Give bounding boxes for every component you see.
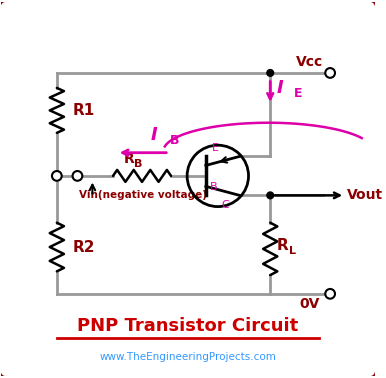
Circle shape [325,68,335,78]
FancyBboxPatch shape [0,0,378,378]
Text: I: I [151,127,157,144]
Text: R1: R1 [73,103,95,118]
Circle shape [73,171,82,181]
Text: B: B [170,134,179,147]
Text: Vin(negative voltage): Vin(negative voltage) [79,191,207,200]
Circle shape [267,192,274,199]
Text: Vcc: Vcc [296,55,323,69]
Text: B: B [134,158,142,169]
Text: R2: R2 [73,240,95,254]
Circle shape [325,289,335,299]
Text: B: B [210,181,218,192]
Circle shape [52,171,62,181]
Text: PNP Transistor Circuit: PNP Transistor Circuit [77,317,298,335]
Text: E: E [212,143,219,153]
Circle shape [267,70,274,76]
Text: R: R [124,152,135,166]
Text: R: R [277,238,289,253]
Text: Vout: Vout [347,188,383,202]
Text: www.TheEngineeringProjects.com: www.TheEngineeringProjects.com [100,352,276,362]
Text: I: I [277,79,284,97]
Text: C: C [222,200,229,210]
Text: L: L [289,246,296,256]
Text: 0V: 0V [300,297,320,311]
Text: E: E [293,87,302,100]
